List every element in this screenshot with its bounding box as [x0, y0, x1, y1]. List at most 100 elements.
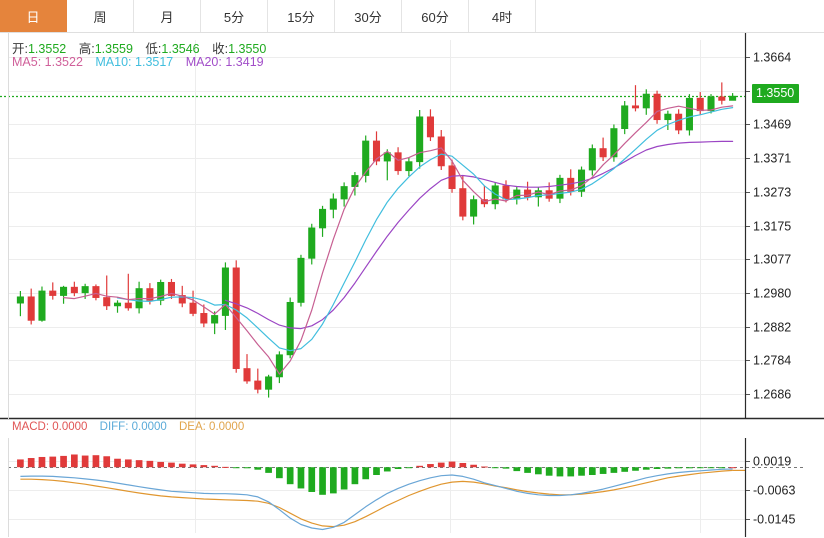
candle [383, 149, 391, 181]
macd-bar [178, 463, 186, 468]
macd-bar [664, 467, 672, 469]
candle-body [567, 177, 575, 192]
macd-bar [686, 467, 693, 469]
candle [621, 101, 629, 135]
macd-bar [524, 467, 531, 473]
candle-body [610, 128, 618, 158]
macd-bar [502, 467, 510, 469]
candle [157, 279, 165, 306]
tab-bar-filler [536, 0, 824, 32]
tab-60min[interactable]: 60分 [402, 0, 469, 32]
candle-body [243, 368, 251, 382]
candle [27, 288, 35, 325]
macd-bar [38, 456, 46, 468]
candle [200, 304, 208, 328]
candle [297, 254, 305, 307]
candle [470, 195, 478, 225]
macd-bar [459, 462, 467, 468]
price-axis-label: 1.3273 [753, 186, 791, 200]
candle [426, 109, 434, 142]
macd-bar [373, 467, 380, 475]
candle-body [38, 290, 46, 321]
chart-svg[interactable]: 1.3664 1.3566 1.3469 1.3371 1.3273 1.3175 1.30… [0, 33, 824, 538]
macd-bar [588, 467, 596, 475]
macd-bar [27, 458, 35, 468]
candle [567, 169, 575, 196]
price-axis-label: 1.2980 [753, 287, 791, 301]
candle-body [92, 286, 100, 298]
candle [416, 109, 424, 169]
candle [340, 182, 348, 207]
candle [308, 223, 316, 265]
candle-body [70, 286, 78, 294]
macd-bar [599, 467, 607, 474]
candle-body [675, 113, 683, 131]
macd-bar [437, 462, 445, 468]
macd-bar [286, 467, 294, 485]
candle-body [329, 198, 337, 210]
candle [211, 311, 219, 335]
macd-bar [211, 465, 218, 468]
diff-line [20, 468, 733, 531]
candle-body [588, 148, 596, 171]
tab-month[interactable]: 月 [134, 0, 201, 32]
macd-bar [103, 456, 111, 468]
candle-body [319, 208, 327, 229]
candle-body [416, 116, 424, 163]
candle [189, 290, 197, 317]
candle [534, 187, 542, 207]
candle-body [470, 199, 478, 217]
candle-body [103, 297, 111, 307]
price-axis-label: 1.3371 [753, 152, 791, 166]
candle [70, 281, 78, 297]
candle [545, 182, 553, 202]
candle-body [27, 296, 35, 321]
candle [103, 275, 111, 310]
candle-body [729, 95, 737, 101]
candle [718, 82, 726, 105]
macd-bar [416, 465, 424, 468]
tab-5min[interactable]: 5分 [201, 0, 268, 32]
candle-body [599, 148, 607, 158]
macd-bar [556, 467, 564, 477]
macd-bar [718, 467, 726, 469]
macd-bar [135, 460, 143, 468]
price-axis-label: 1.3175 [753, 220, 791, 234]
tab-day[interactable]: 日 [0, 0, 67, 32]
macd-bar [49, 456, 57, 468]
price-axis-label: 1.3664 [753, 51, 791, 65]
candle-body [718, 96, 726, 101]
price-axis-label: 1.2784 [753, 354, 791, 368]
price-axis-label: 1.3566 [753, 85, 791, 99]
macd-bar [535, 467, 542, 475]
macd-bar [308, 467, 316, 492]
price-axis-label: 1.2686 [753, 388, 791, 402]
macd-bar [157, 461, 165, 468]
macd-bar [448, 461, 456, 468]
macd-bar [491, 467, 499, 469]
tab-week[interactable]: 周 [67, 0, 134, 32]
candle-body [265, 376, 273, 390]
tab-4hour[interactable]: 4时 [469, 0, 536, 32]
candle [113, 300, 122, 313]
tab-15min[interactable]: 15分 [268, 0, 335, 32]
tab-30min[interactable]: 30分 [335, 0, 402, 32]
chart-area[interactable]: 1.3664 1.3566 1.3469 1.3371 1.3273 1.3175 1.30… [0, 33, 824, 538]
candle-body [524, 189, 532, 198]
candle [124, 273, 132, 311]
candle-body [275, 354, 283, 378]
candle [599, 137, 607, 162]
candle-body [491, 185, 499, 205]
candle-body [631, 105, 640, 109]
candle [588, 144, 596, 176]
candle-body [81, 286, 89, 294]
macd-bar [222, 466, 229, 468]
candle-body [146, 288, 154, 301]
candle-body [113, 302, 122, 307]
candle [49, 282, 57, 300]
candle [664, 110, 672, 130]
macd-bar [114, 458, 121, 468]
candle-body [221, 267, 229, 316]
macd-axis-label: 0.0019 [753, 455, 791, 469]
